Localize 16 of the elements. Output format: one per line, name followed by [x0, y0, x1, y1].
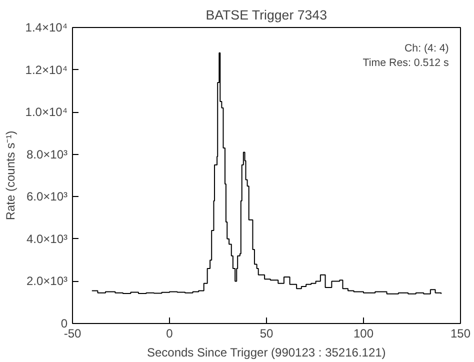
x-tick-label: 0	[166, 326, 174, 340]
y-tick-label: 1.0×10⁴	[25, 105, 68, 120]
chart-title: BATSE Trigger 7343	[206, 8, 328, 22]
annotation: Time Res: 0.512 s	[362, 57, 449, 70]
x-tick-label: 150	[450, 326, 471, 340]
y-tick-label: 8.0×10³	[26, 147, 68, 162]
x-axis-title: Seconds Since Trigger (990123 : 35216.121)	[146, 346, 386, 360]
y-tick-label: 4.0×10³	[26, 232, 68, 246]
y-tick-label: 1.4×10⁴	[25, 20, 68, 34]
y-tick-label: 1.2×10⁴	[25, 62, 68, 77]
annotation: Ch: (4: 4)	[404, 42, 449, 54]
y-tick-label: 6.0×10³	[26, 190, 68, 204]
x-tick-label: 100	[353, 326, 374, 340]
y-axis-title: Rate (counts s⁻¹)	[3, 130, 18, 220]
x-tick-label: 50	[260, 326, 274, 340]
y-tick-label: 2.0×10³	[26, 274, 68, 288]
